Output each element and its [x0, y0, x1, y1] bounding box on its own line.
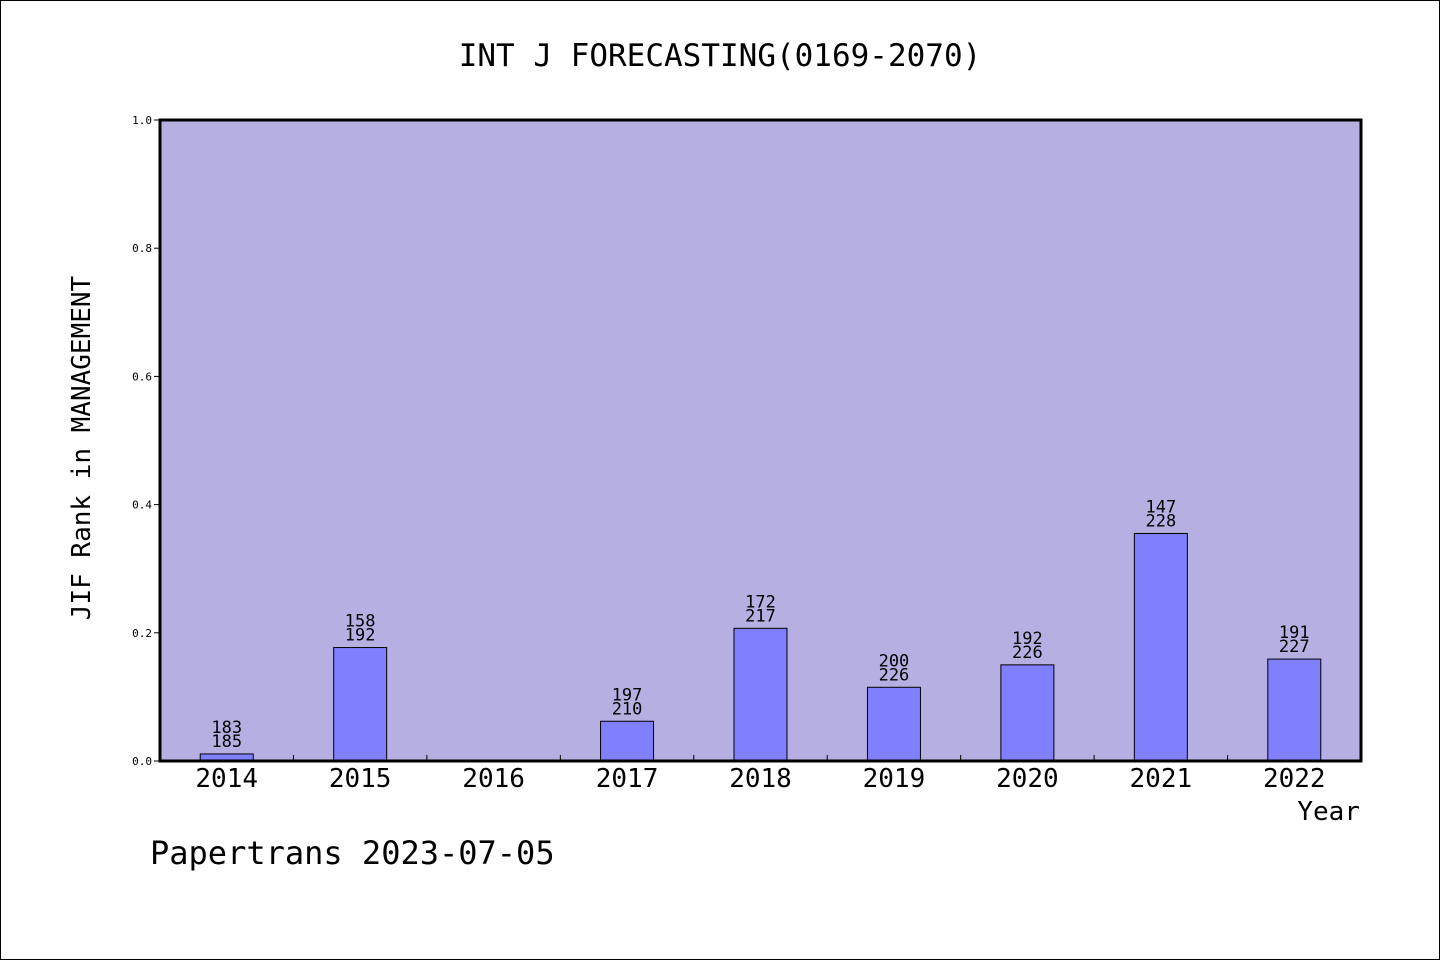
y-tick-label: 0.6 — [132, 370, 152, 383]
chart-title: INT J FORECASTING(0169-2070) — [459, 38, 982, 74]
x-tick-label: 2015 — [329, 764, 392, 794]
x-tick-label: 2022 — [1263, 764, 1326, 794]
bar-total-label: 185 — [211, 732, 242, 752]
bar-total-label: 228 — [1145, 511, 1176, 531]
bar-total-label: 192 — [345, 626, 376, 646]
bar — [1267, 658, 1322, 762]
bar-labels-group: 1831851581921972101722172002261922261472… — [211, 497, 1309, 752]
x-tick-label: 2017 — [596, 764, 659, 794]
bar-rank-label: 197 — [612, 685, 643, 705]
bar — [866, 686, 921, 762]
y-tick-label: 0.0 — [132, 755, 152, 768]
x-tick-label: 2016 — [462, 764, 525, 794]
x-axis-label: Year — [1297, 797, 1360, 827]
plot-border — [158, 118, 1363, 763]
bar-total-label: 210 — [612, 699, 643, 719]
bar-rank-label: 158 — [345, 612, 376, 632]
x-tick-label: 2019 — [863, 764, 926, 794]
y-tick-label: 0.4 — [132, 499, 152, 512]
x-tick-label: 2021 — [1130, 764, 1193, 794]
bars-group — [199, 532, 1322, 762]
bar-rank-label: 192 — [1012, 629, 1043, 649]
bar — [333, 647, 388, 762]
y-axis-ticks: 0.0 0.2 0.4 0.6 0.8 1.0 — [132, 114, 160, 768]
footer-text: Papertrans 2023-07-05 — [150, 834, 555, 872]
x-tick-label: 2014 — [195, 764, 258, 794]
y-tick-label: 1.0 — [132, 114, 152, 127]
bar-rank-label: 172 — [745, 592, 776, 612]
y-axis-label: JIF Rank in MANAGEMENT — [67, 275, 97, 620]
bar-rank-label: 191 — [1279, 623, 1310, 643]
bar-rank-label: 183 — [211, 718, 242, 738]
bar-total-label: 226 — [1012, 643, 1043, 663]
bar-rank-label: 200 — [879, 651, 910, 671]
bar-rank-label: 147 — [1145, 497, 1176, 517]
y-tick-label: 0.2 — [132, 627, 152, 640]
bar-total-label: 217 — [745, 606, 776, 626]
y-tick-label: 0.8 — [132, 242, 152, 255]
bar-total-label: 227 — [1279, 637, 1310, 657]
bar — [600, 720, 655, 762]
bar-total-label: 226 — [879, 665, 910, 685]
bar — [733, 627, 788, 762]
x-tick-label: 2020 — [996, 764, 1059, 794]
bar — [1133, 532, 1188, 762]
x-tick-label: 2018 — [729, 764, 792, 794]
x-axis-ticks: 2014 2015 2016 2017 2018 2019 2020 2021 2022 — [195, 755, 1326, 794]
bar — [1000, 664, 1055, 762]
